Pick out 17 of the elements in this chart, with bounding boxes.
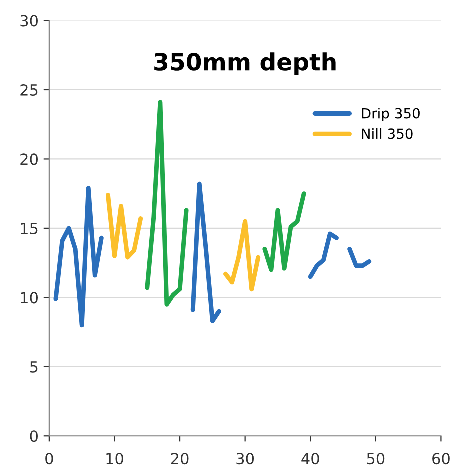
- x-tick-label: 10: [106, 453, 124, 465]
- y-tick-label: 20: [20, 154, 38, 166]
- y-tick-label: 25: [20, 84, 38, 96]
- y-tick-label: 10: [21, 292, 38, 304]
- legend-label: Nill 350: [362, 128, 413, 140]
- legend-label: Drip 350: [362, 108, 420, 122]
- x-tick-label: 50: [367, 453, 385, 465]
- y-tick-label: 5: [30, 362, 38, 373]
- x-tick-label: 60: [432, 453, 450, 465]
- text: 350mm depth: [154, 52, 336, 76]
- x-tick-label: 30: [236, 453, 254, 465]
- y-tick-label: 15: [21, 223, 38, 234]
- y-tick-label: 0: [30, 430, 38, 442]
- x-tick-label: 0: [46, 453, 54, 465]
- x-tick-label: 40: [302, 453, 320, 465]
- y-tick-label: 30: [20, 15, 38, 27]
- x-tick-label: 20: [171, 453, 189, 465]
